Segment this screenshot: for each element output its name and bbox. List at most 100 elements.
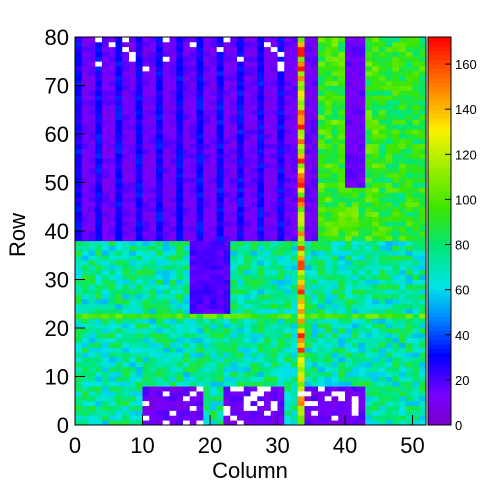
heatmap-cell [216, 231, 224, 237]
heatmap-cell [365, 386, 373, 392]
heatmap-cell [81, 104, 89, 111]
heatmap-cell [169, 182, 177, 188]
heatmap-cell [230, 420, 238, 426]
heatmap-cell [243, 46, 251, 52]
heatmap-cell [331, 269, 339, 276]
heatmap-cell [203, 391, 211, 397]
heatmap-cell [81, 46, 89, 52]
heatmap-cell [405, 70, 413, 77]
heatmap-cell [264, 197, 272, 203]
heatmap-cell [203, 129, 211, 135]
heatmap-cell [412, 231, 420, 237]
heatmap-cell [216, 323, 224, 329]
heatmap-cell [270, 245, 278, 251]
heatmap-cell [149, 129, 157, 135]
heatmap-cell [257, 148, 265, 154]
heatmap-cell [189, 313, 197, 319]
colorbar-tick-label: 160 [455, 57, 477, 72]
heatmap-cell [270, 391, 278, 397]
heatmap-cell [284, 167, 292, 174]
heatmap-cell [196, 51, 204, 57]
heatmap-cell [162, 66, 170, 72]
heatmap-cell [149, 415, 157, 421]
heatmap-cell [351, 226, 359, 232]
heatmap-cell [129, 366, 137, 373]
heatmap-cell [183, 410, 191, 416]
heatmap-cell [270, 187, 278, 193]
heatmap-cell [358, 274, 366, 280]
heatmap-cell [297, 342, 305, 348]
heatmap-cell [149, 221, 157, 227]
heatmap-cell [189, 129, 197, 135]
heatmap-cell [365, 274, 373, 280]
heatmap-cell [304, 153, 312, 159]
heatmap-cell [223, 124, 231, 130]
heatmap-cell [345, 264, 353, 271]
heatmap-cell [115, 206, 123, 212]
heatmap-cell [142, 211, 150, 217]
heatmap-cell [378, 328, 386, 334]
heatmap-cell [284, 250, 292, 256]
heatmap-cell [88, 240, 96, 246]
heatmap-cell [250, 197, 258, 203]
heatmap-cell [318, 221, 326, 227]
heatmap-cell [135, 250, 143, 256]
heatmap-cell [243, 410, 251, 416]
heatmap-cell [183, 235, 191, 242]
heatmap-cell [291, 197, 299, 203]
heatmap-cell [75, 395, 83, 402]
heatmap-cell [385, 41, 393, 48]
heatmap-cell [203, 323, 211, 329]
heatmap-cell [297, 37, 305, 43]
heatmap-cell [75, 104, 83, 111]
colorbar-segment [428, 158, 451, 164]
heatmap-cell [331, 187, 339, 193]
heatmap-cell [351, 211, 359, 217]
heatmap-cell [135, 163, 143, 169]
heatmap-cell [345, 201, 353, 208]
heatmap-cell [405, 381, 413, 387]
heatmap-cell [405, 66, 413, 72]
heatmap-cell [304, 371, 312, 377]
heatmap-cell [102, 95, 110, 101]
heatmap-cell [95, 420, 103, 426]
heatmap-cell [189, 231, 197, 237]
heatmap-cell [358, 66, 366, 72]
heatmap-cell [129, 46, 137, 52]
heatmap-cell [297, 279, 305, 285]
heatmap-cell [81, 361, 89, 368]
heatmap-cell [257, 37, 265, 43]
heatmap-cell [102, 85, 110, 91]
heatmap-cell [250, 250, 258, 256]
heatmap-cell [216, 172, 224, 179]
heatmap-cell [399, 109, 407, 115]
heatmap-cell [351, 158, 359, 164]
heatmap-cell [223, 284, 231, 290]
heatmap-cell [419, 323, 427, 329]
heatmap-cell [102, 37, 110, 43]
heatmap-cell [230, 129, 238, 135]
heatmap-cell [264, 70, 272, 77]
heatmap-cell [169, 381, 177, 387]
heatmap-cell [378, 395, 386, 402]
heatmap-cell [95, 323, 103, 329]
heatmap-cell [358, 80, 366, 86]
heatmap-cell [142, 100, 150, 106]
heatmap-cell [88, 153, 96, 159]
heatmap-cell [162, 177, 170, 183]
heatmap-cell [108, 226, 116, 232]
heatmap-cell [88, 187, 96, 193]
heatmap-cell [358, 138, 366, 145]
heatmap-cell [284, 395, 292, 402]
heatmap-cell [270, 201, 278, 208]
heatmap-cell [284, 177, 292, 183]
heatmap-cell [129, 197, 137, 203]
heatmap-cell [122, 313, 130, 319]
heatmap-cell [135, 308, 143, 314]
heatmap-cell [257, 386, 265, 392]
heatmap-cell [365, 420, 373, 426]
heatmap-cell [142, 260, 150, 266]
colorbar-segment [428, 46, 451, 52]
heatmap-cell [270, 260, 278, 266]
heatmap-cell [135, 391, 143, 397]
